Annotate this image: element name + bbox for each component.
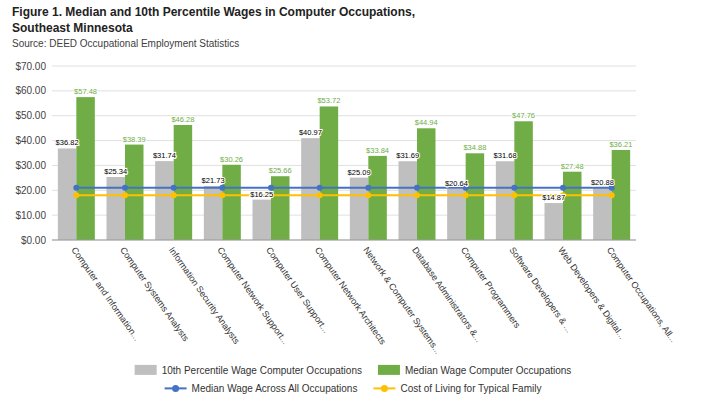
subtitle: Southeast Minnesota [12, 21, 133, 35]
grid-line [52, 66, 636, 67]
grid-line [52, 90, 636, 91]
legend-item: Median Wage Across All Occupations [165, 383, 358, 394]
line-marker [317, 192, 323, 198]
legend-swatch [378, 365, 400, 375]
line-marker [73, 192, 79, 198]
grid-line [52, 115, 636, 116]
line-marker [414, 192, 420, 198]
data-labels: $36.82 $25.34 $31.74 $21.73 $16.25 $40.97 $25.… [56, 87, 633, 202]
bar [204, 186, 222, 240]
line-marker [171, 192, 177, 198]
x-axis: Computer and Information...Computer Syst… [52, 240, 678, 356]
line-marker [609, 192, 615, 198]
line-marker [560, 185, 566, 191]
data-label: $27.48 [561, 162, 584, 171]
y-tick-label: $40.00 [15, 135, 46, 146]
line-marker [365, 185, 371, 191]
legend-label: Median Wage Computer Occupations [405, 365, 571, 376]
legend-label: Median Wage Across All Occupations [192, 383, 358, 394]
chart: Figure 1. Median and 10th Percentile Wag… [0, 0, 706, 409]
bar [222, 165, 240, 240]
line-marker [122, 192, 128, 198]
y-tick-label: $30.00 [15, 160, 46, 171]
data-label: $38.39 [123, 135, 146, 144]
source-note: Source: DEED Occupational Employment Sta… [12, 38, 239, 49]
bar [253, 200, 271, 240]
data-label: $46.28 [171, 115, 194, 124]
line-marker [511, 185, 517, 191]
data-label: $31.74 [153, 151, 176, 160]
data-label: $36.21 [609, 140, 632, 149]
data-label: $40.97 [299, 128, 322, 137]
x-axis-line [52, 240, 636, 241]
y-axis: $0.00 $10.00 $20.00 $30.00 $40.00 $50.00 $60.0… [15, 61, 636, 246]
reference-line [76, 194, 611, 196]
data-label: $14.87 [542, 193, 565, 202]
y-tick-label: $0.00 [21, 235, 46, 246]
x-tick-label: Computer Occupations, All... [605, 245, 679, 344]
data-label: $16.25 [250, 190, 273, 199]
title: Figure 1. Median and 10th Percentile Wag… [12, 5, 415, 19]
bar [174, 125, 192, 240]
data-label: $30.26 [220, 155, 243, 164]
data-label: $25.66 [269, 166, 292, 175]
bar [368, 156, 386, 240]
y-tick-label: $50.00 [15, 110, 46, 121]
legend-label: Cost of Living for Typical Family [400, 383, 541, 394]
plot-marks [58, 97, 630, 240]
y-tick-label: $70.00 [15, 61, 46, 72]
y-tick-label: $20.00 [15, 185, 46, 196]
legend-item: 10th Percentile Wage Computer Occupation… [135, 365, 362, 376]
data-label: $25.09 [348, 168, 371, 177]
y-tick-label: $10.00 [15, 210, 46, 221]
line-marker [365, 192, 371, 198]
data-label: $20.64 [445, 179, 468, 188]
data-label: $47.76 [512, 111, 535, 120]
data-label: $44.94 [415, 118, 438, 127]
bar [125, 145, 143, 240]
bar [514, 121, 532, 240]
line-marker [463, 192, 469, 198]
data-label: $34.88 [463, 143, 486, 152]
bar [417, 128, 435, 240]
grid-line [52, 240, 636, 241]
bar [399, 161, 417, 240]
legend-swatch [135, 365, 157, 375]
bar [466, 153, 484, 240]
legend-marker [172, 385, 179, 392]
bar [563, 172, 581, 240]
y-tick-label: $60.00 [15, 85, 46, 96]
reference-line [76, 187, 611, 189]
data-label: $36.82 [56, 138, 79, 147]
line-marker [414, 185, 420, 191]
line-marker [73, 185, 79, 191]
bar [320, 106, 338, 240]
legend-label: 10th Percentile Wage Computer Occupation… [162, 365, 362, 376]
legend-item: Median Wage Computer Occupations [378, 365, 571, 376]
line-marker [171, 185, 177, 191]
bar [545, 203, 563, 240]
data-label: $25.34 [104, 167, 127, 176]
legend: 10th Percentile Wage Computer Occupation… [135, 365, 572, 394]
data-label: $21.73 [202, 176, 225, 185]
data-label: $31.68 [494, 151, 517, 160]
data-label: $57.48 [74, 87, 97, 96]
bar [155, 161, 173, 240]
line-marker [219, 185, 225, 191]
bar [107, 177, 125, 240]
data-label: $53.72 [317, 96, 340, 105]
line-marker [219, 192, 225, 198]
bar [271, 176, 289, 240]
legend-marker [381, 385, 388, 392]
data-label: $33.84 [366, 146, 389, 155]
line-marker [317, 185, 323, 191]
line-marker [511, 192, 517, 198]
line-marker [122, 185, 128, 191]
bar [301, 138, 319, 240]
bar [76, 97, 94, 240]
bar [496, 161, 514, 240]
legend-item: Cost of Living for Typical Family [373, 383, 541, 394]
data-label: $20.88 [591, 178, 614, 187]
data-label: $31.69 [396, 151, 419, 160]
